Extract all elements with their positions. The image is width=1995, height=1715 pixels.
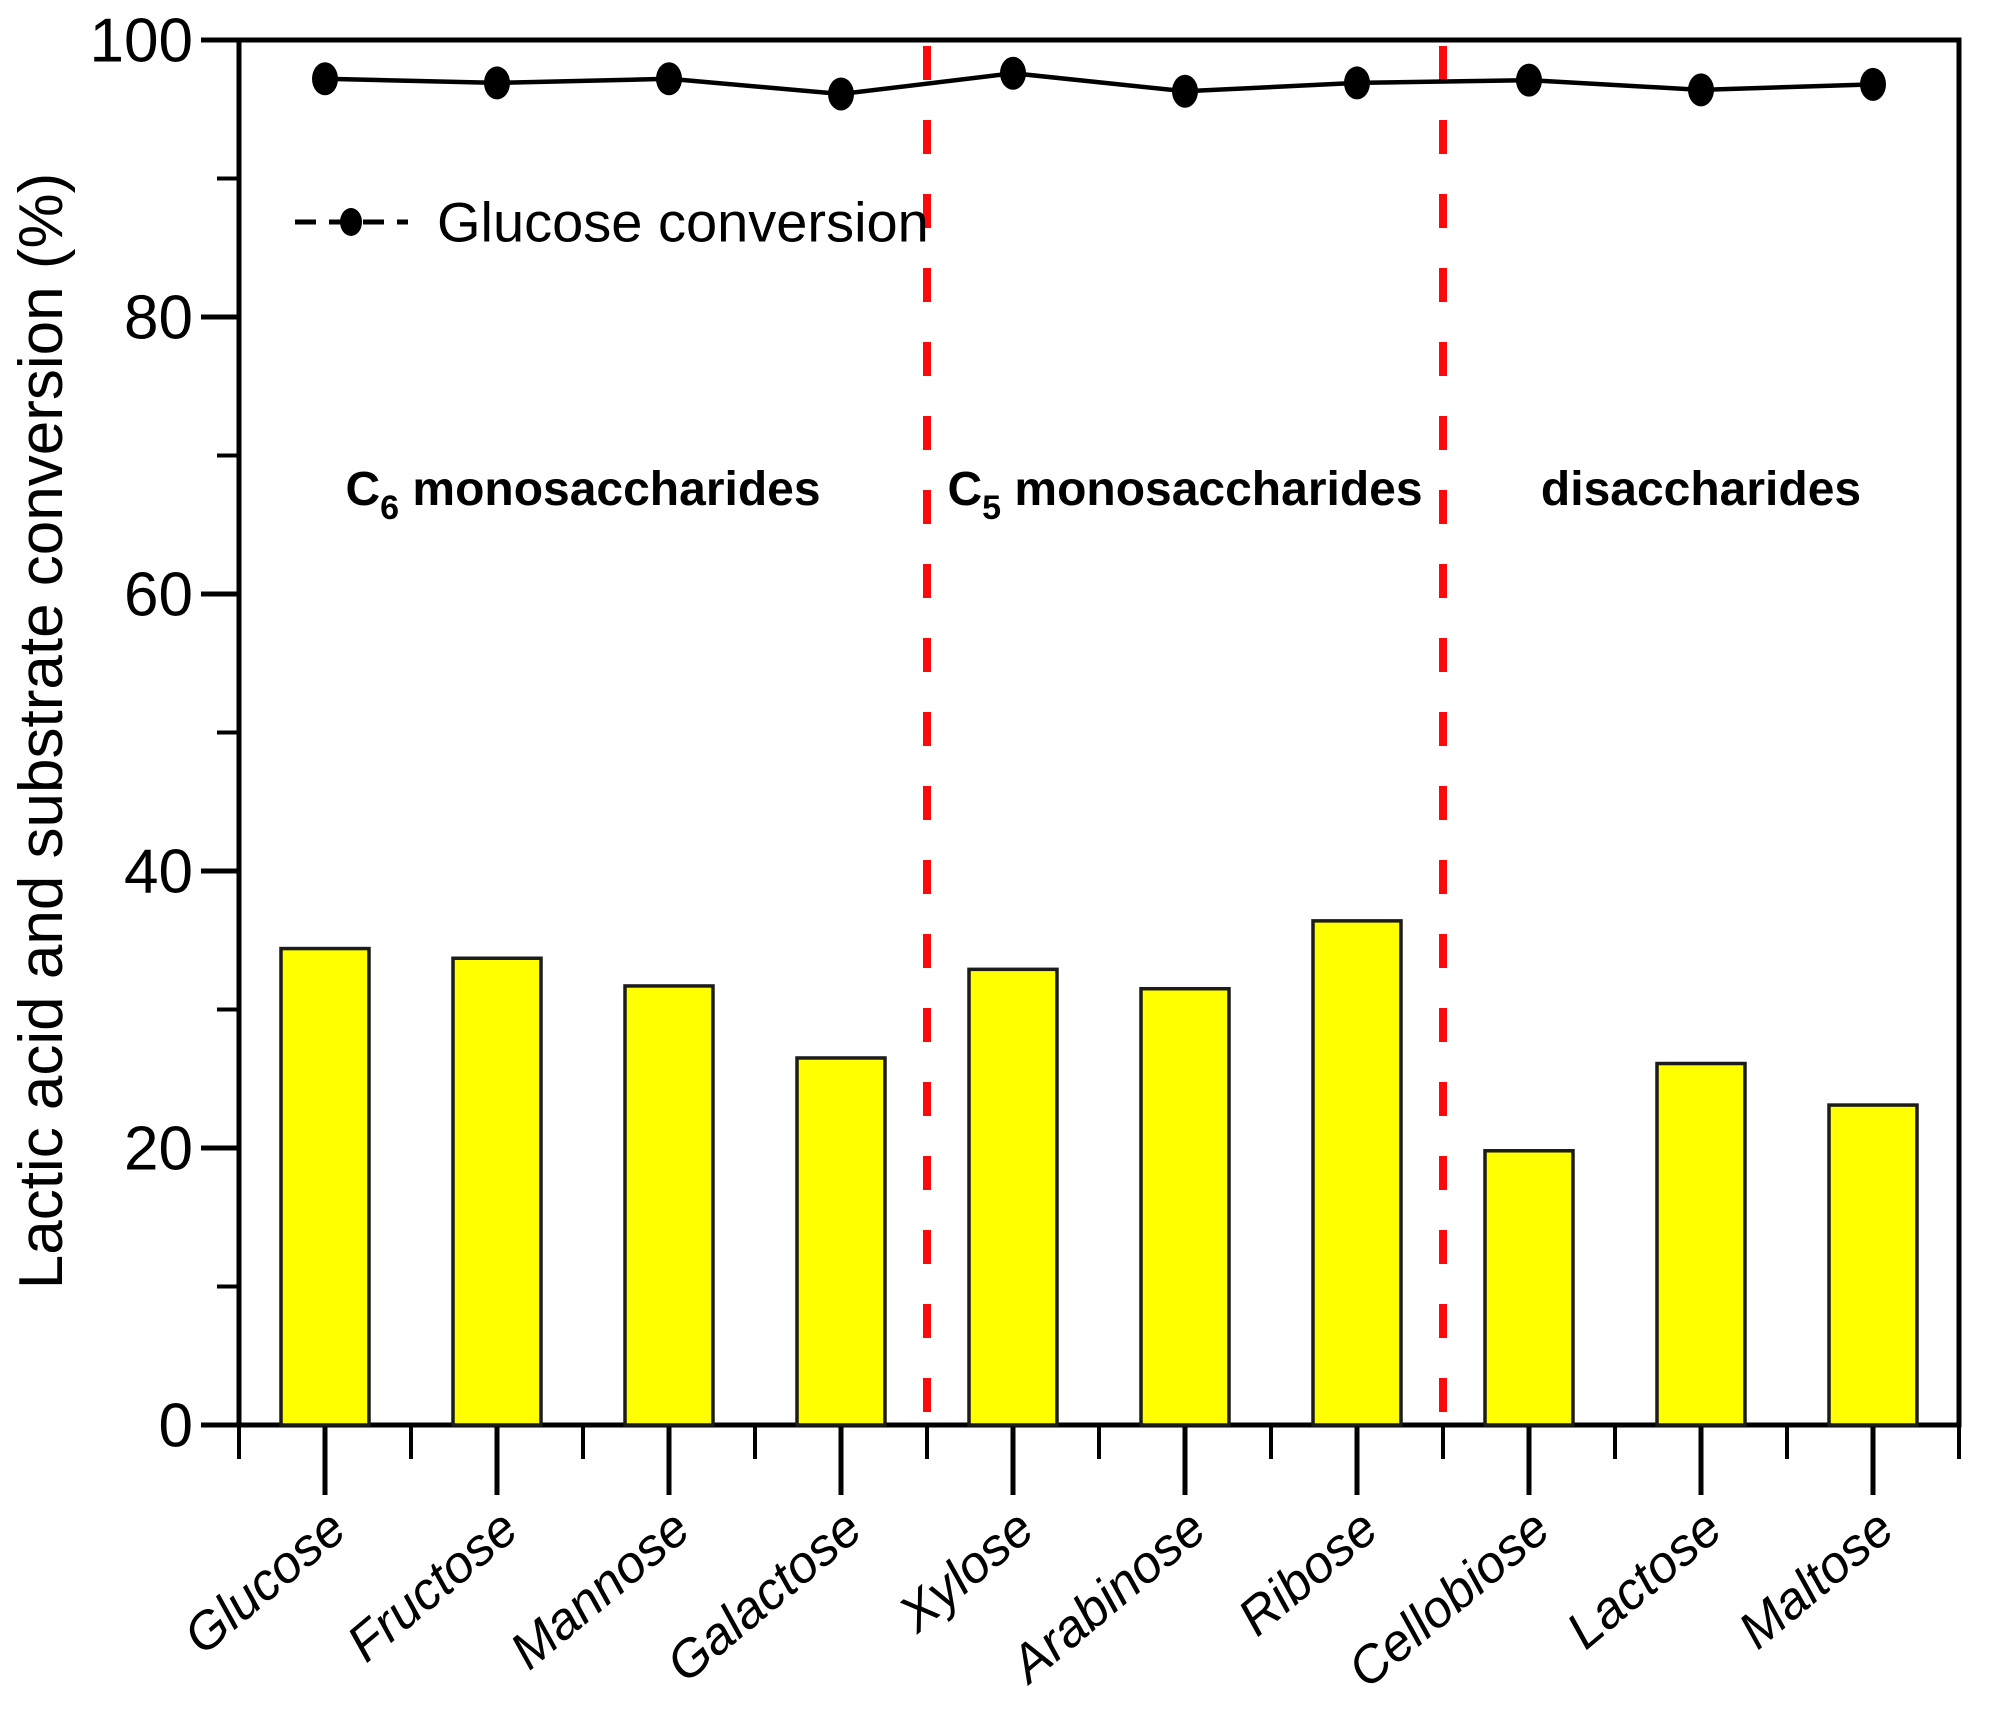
x-category-label: Xylose bbox=[887, 1499, 1045, 1644]
data-point-arabinose bbox=[1172, 74, 1198, 108]
x-category-label: Maltose bbox=[1728, 1499, 1905, 1660]
y-tick-label: 0 bbox=[159, 1392, 193, 1461]
group-divider-lines bbox=[923, 46, 1447, 1423]
bar-glucose bbox=[279, 946, 371, 1427]
bar-series bbox=[279, 919, 1919, 1427]
group-annotation: C5 monosaccharides bbox=[947, 463, 1422, 527]
group-annotation: C6 monosaccharides bbox=[345, 463, 820, 527]
data-point-lactose bbox=[1688, 73, 1714, 107]
group-annotation: disaccharides bbox=[1541, 463, 1861, 516]
data-point-ribose bbox=[1344, 66, 1370, 100]
bar-maltose bbox=[1827, 1103, 1919, 1427]
y-tick-label: 80 bbox=[124, 284, 193, 353]
y-tick-label: 100 bbox=[90, 7, 193, 76]
x-category-label: Galactose bbox=[656, 1499, 873, 1694]
bar-mannose bbox=[623, 984, 715, 1427]
legend: Glucose conversion bbox=[295, 191, 929, 254]
bar-galactose bbox=[795, 1056, 887, 1427]
group-annotations: C6 monosaccharides C5 monosaccharides disa… bbox=[345, 463, 1861, 527]
bar-lactose bbox=[1655, 1061, 1747, 1427]
x-category-label: Glucose bbox=[173, 1499, 356, 1666]
line-series bbox=[312, 56, 1886, 111]
data-point-cellobiose bbox=[1516, 63, 1542, 97]
bar-ribose bbox=[1311, 919, 1403, 1427]
bar-xylose bbox=[967, 967, 1059, 1427]
data-point-xylose bbox=[1000, 56, 1026, 90]
data-point-mannose bbox=[656, 62, 682, 96]
x-axis-ticks bbox=[237, 1425, 1961, 1495]
y-axis-title: Lactic acid and substrate conversion (%) bbox=[7, 173, 76, 1290]
x-category-label: Fructose bbox=[336, 1499, 528, 1673]
legend-label: Glucose conversion bbox=[437, 191, 929, 254]
legend-dot-marker bbox=[340, 208, 362, 236]
glucose-conversion-line bbox=[324, 70, 1874, 97]
y-tick-label: 60 bbox=[124, 561, 193, 630]
y-tick-label: 40 bbox=[124, 838, 193, 907]
data-point-maltose bbox=[1860, 67, 1886, 101]
x-category-label: Ribose bbox=[1227, 1499, 1388, 1647]
x-category-label: Lactose bbox=[1556, 1499, 1733, 1661]
data-point-fructose bbox=[484, 66, 510, 100]
y-tick-label: 20 bbox=[124, 1115, 193, 1184]
bar-arabinose bbox=[1139, 986, 1231, 1427]
bar-cellobiose bbox=[1483, 1149, 1575, 1427]
bar-fructose bbox=[451, 956, 543, 1427]
data-point-galactose bbox=[828, 77, 854, 111]
y-axis-ticks: 0 20 40 60 80 100 bbox=[90, 7, 239, 1461]
data-point-glucose bbox=[312, 62, 338, 96]
